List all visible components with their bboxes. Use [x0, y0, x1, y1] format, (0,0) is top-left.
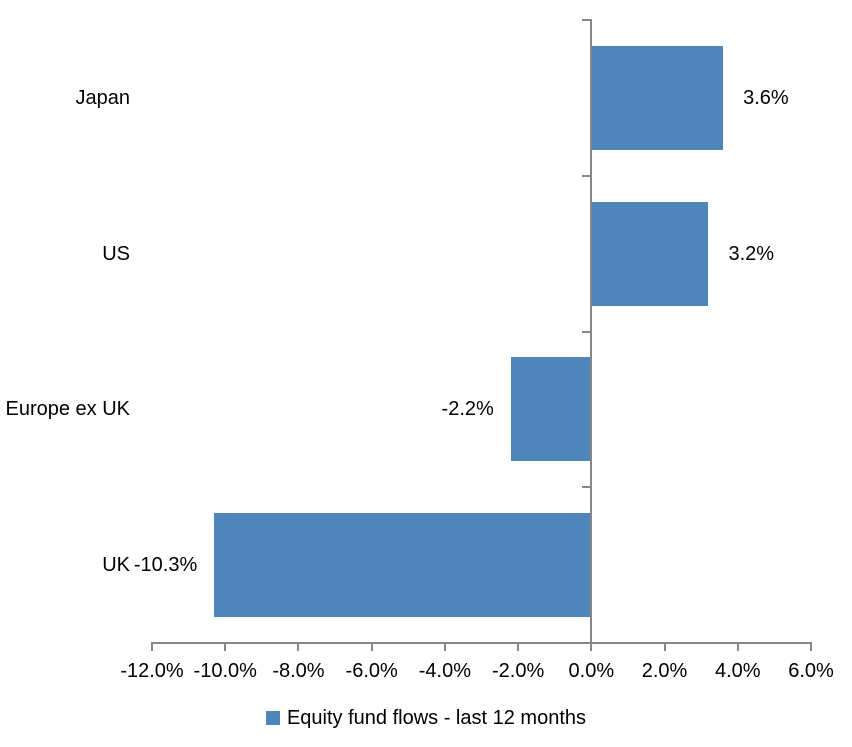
category-axis-tick — [582, 19, 591, 21]
bar-japan — [591, 45, 724, 150]
category-label-japan: Japan — [75, 86, 131, 109]
x-axis-tick — [590, 643, 593, 651]
x-axis-tick — [663, 643, 666, 651]
x-axis-tick — [297, 643, 300, 651]
x-axis-tick-label: -12.0% — [120, 660, 184, 682]
x-axis-tick — [224, 643, 227, 651]
bar-us — [591, 201, 709, 306]
data-label-japan: 3.6% — [743, 86, 789, 109]
data-label-europe-ex-uk: -2.2% — [441, 398, 494, 421]
category-label-europe-ex-uk: Europe ex UK — [5, 398, 130, 421]
category-label-uk: UK — [102, 554, 130, 577]
legend-label: Equity fund flows - last 12 months — [286, 707, 587, 729]
x-axis-tick-label: -8.0% — [272, 660, 325, 682]
legend: Equity fund flows - last 12 months — [0, 706, 852, 730]
x-axis-tick-label: -2.0% — [491, 660, 545, 682]
x-axis-tick — [370, 643, 373, 651]
x-axis-tick — [443, 643, 446, 651]
category-label-us: US — [102, 242, 130, 265]
x-axis-tick-label: 2.0% — [641, 660, 688, 682]
bar-europe-ex-uk — [510, 357, 592, 462]
data-label-uk: -10.3% — [133, 554, 198, 577]
x-axis-tick-label: -10.0% — [193, 660, 257, 682]
category-axis-tick — [582, 486, 591, 489]
x-axis-tick-label: -6.0% — [345, 660, 398, 682]
bar-uk — [214, 513, 592, 618]
x-axis-tick — [810, 643, 812, 651]
x-axis-tick-label: 0.0% — [568, 660, 615, 682]
category-axis-tick — [582, 330, 591, 333]
category-axis-tick — [582, 642, 591, 644]
y-axis-line — [590, 19, 593, 644]
x-axis-tick-label: 4.0% — [714, 660, 761, 682]
x-axis-tick-label: 6.0% — [788, 660, 834, 682]
data-label-us: 3.2% — [728, 242, 775, 265]
x-axis-line — [151, 642, 812, 644]
x-axis-tick — [151, 643, 153, 651]
x-axis-tick — [517, 643, 520, 651]
legend-swatch-icon — [265, 711, 280, 725]
x-axis-tick — [736, 643, 739, 651]
category-axis-tick — [582, 174, 591, 177]
x-axis-tick-label: -4.0% — [418, 660, 471, 682]
